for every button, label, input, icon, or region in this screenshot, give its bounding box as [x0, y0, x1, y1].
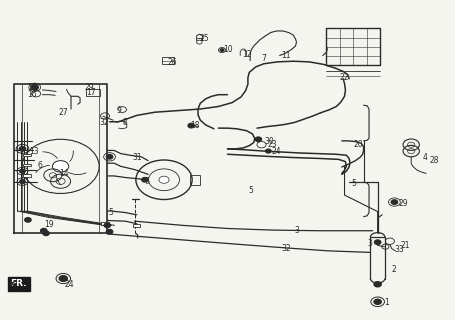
Text: 1: 1 [384, 298, 389, 307]
Bar [23, 174, 30, 177]
Text: FR.: FR. [10, 279, 27, 288]
Circle shape [20, 180, 25, 184]
Bar [101, 222, 109, 225]
Circle shape [43, 231, 49, 236]
Text: 29: 29 [85, 83, 94, 92]
Text: 24: 24 [64, 280, 74, 289]
Bar [162, 57, 174, 64]
Circle shape [40, 228, 47, 233]
Text: 5: 5 [109, 208, 114, 217]
Text: 17: 17 [86, 88, 96, 97]
Circle shape [25, 218, 31, 222]
Circle shape [197, 40, 202, 44]
Text: 8: 8 [122, 118, 127, 127]
Text: 27: 27 [59, 108, 68, 117]
Bar [133, 224, 141, 227]
Text: 33: 33 [394, 245, 404, 254]
Circle shape [374, 282, 381, 287]
Text: 22: 22 [340, 73, 349, 82]
Circle shape [159, 176, 169, 183]
Text: 3: 3 [367, 239, 372, 248]
Text: 9: 9 [116, 106, 121, 115]
Bar [23, 154, 30, 156]
Text: 31: 31 [132, 153, 142, 162]
Text: 4: 4 [423, 153, 427, 162]
Bar [23, 164, 30, 166]
Text: 23: 23 [268, 140, 277, 149]
Circle shape [104, 223, 111, 228]
Text: 32: 32 [100, 118, 109, 127]
Circle shape [31, 85, 38, 90]
Text: 11: 11 [281, 51, 291, 60]
Bar [190, 175, 200, 185]
Circle shape [59, 276, 67, 281]
Text: 6: 6 [38, 161, 43, 170]
Text: 25: 25 [199, 34, 209, 43]
Text: 16: 16 [27, 90, 37, 99]
Circle shape [374, 299, 381, 304]
Text: 20: 20 [354, 140, 363, 149]
Circle shape [374, 240, 381, 244]
Text: 32: 32 [281, 244, 291, 253]
Text: 5: 5 [248, 186, 253, 195]
Text: 19: 19 [44, 220, 53, 229]
Text: 10: 10 [223, 44, 233, 54]
Text: 2: 2 [392, 265, 396, 275]
Text: 18: 18 [190, 121, 200, 130]
Text: 26: 26 [167, 58, 177, 67]
Text: 7: 7 [262, 54, 266, 63]
Text: 5: 5 [351, 180, 356, 188]
Text: 6: 6 [145, 177, 150, 186]
Text: 29: 29 [399, 198, 409, 207]
Circle shape [255, 137, 262, 141]
Text: 21: 21 [401, 241, 410, 250]
Circle shape [266, 149, 271, 153]
Text: 28: 28 [430, 156, 439, 165]
Text: 15: 15 [27, 83, 37, 92]
Circle shape [188, 123, 194, 128]
Circle shape [20, 169, 25, 173]
Circle shape [391, 200, 398, 204]
Text: 13: 13 [29, 147, 38, 156]
Circle shape [106, 229, 113, 234]
Text: 12: 12 [242, 50, 252, 59]
Text: 30: 30 [265, 137, 274, 146]
Circle shape [142, 178, 148, 182]
Bar [86, 89, 100, 96]
Circle shape [52, 161, 69, 172]
Text: 24: 24 [272, 147, 282, 156]
Circle shape [19, 147, 25, 151]
Text: 3: 3 [295, 226, 299, 235]
Circle shape [106, 155, 113, 159]
Text: 14: 14 [60, 169, 69, 178]
Circle shape [220, 49, 224, 51]
